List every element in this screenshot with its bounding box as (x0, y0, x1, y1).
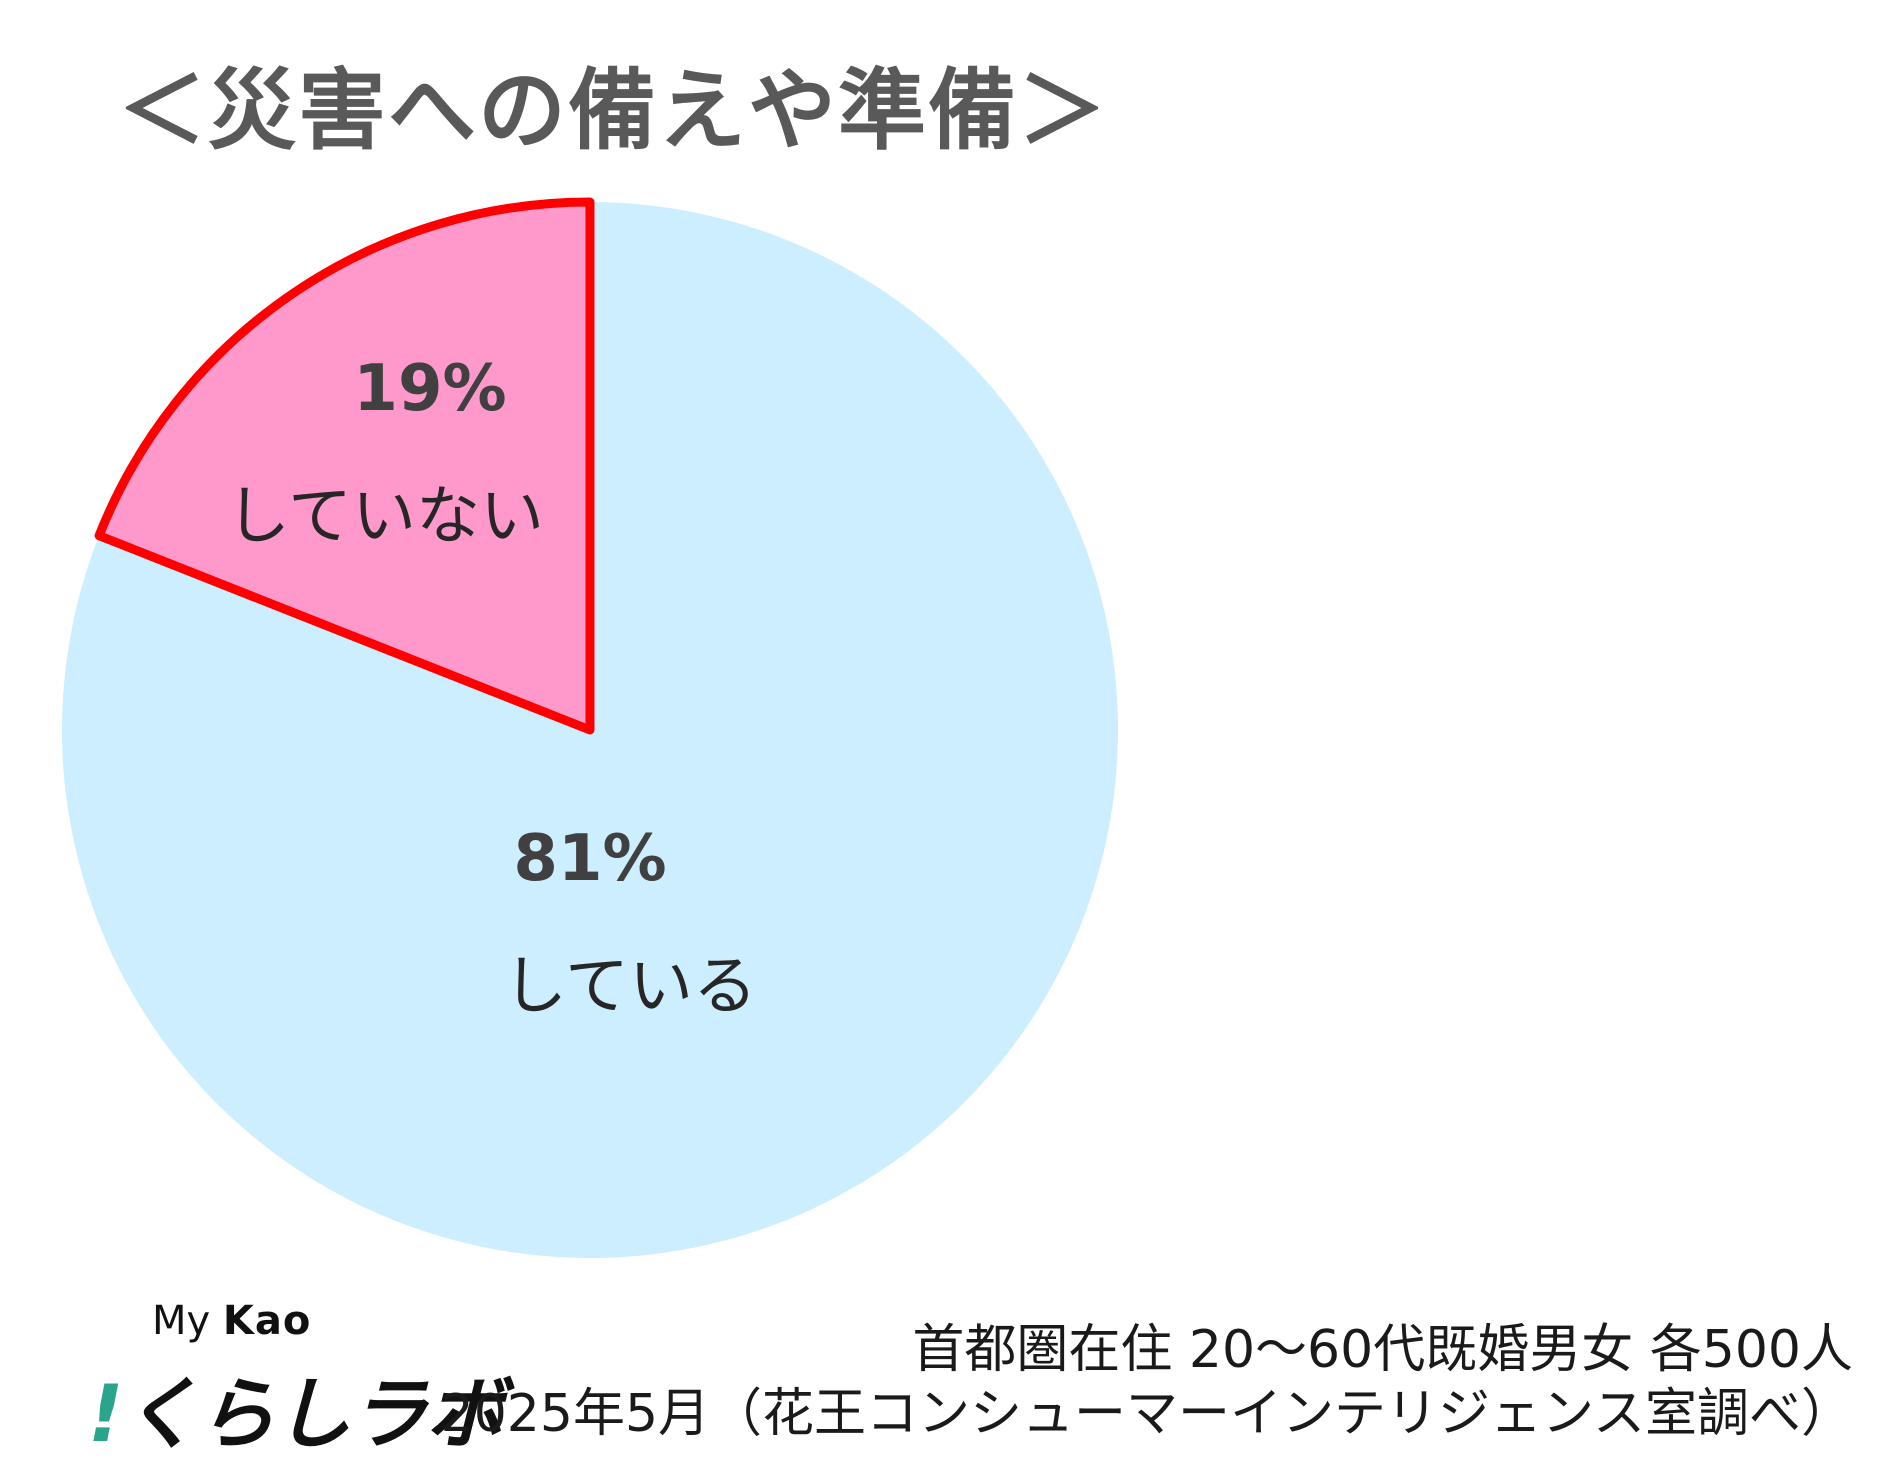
pie-category-label-not-doing: していない (226, 480, 544, 554)
pie-category-label-doing: している (503, 950, 757, 1024)
pie-slice-not-doing (94, 197, 595, 735)
logo-bang: ! (88, 1370, 124, 1460)
logo-mark-text: くらしラボ (121, 1370, 504, 1460)
survey-note-line1: 首都圏在住 20～60代既婚男女 各500人 (912, 1320, 1853, 1380)
logo-brand: Kao (222, 1298, 312, 1344)
survey-note-line2: 2025年5月（花王コンシューマーインテリジェンス室調べ） (440, 1384, 1853, 1444)
pie-value-label-doing: 81% (513, 822, 666, 896)
chart-title: ＜災害への備えや準備＞ (118, 59, 1109, 162)
logo-my: My (152, 1298, 211, 1344)
logo-top-line: My Kao (152, 1298, 311, 1344)
survey-note: 首都圏在住 20～60代既婚男女 各500人 2025年5月（花王コンシューマー… (441, 1318, 1853, 1446)
logo-mark: !くらしラボ (88, 1352, 504, 1464)
kurashi-labo-logo: My Kao !くらしラボ (88, 1298, 504, 1460)
pie-value-label-not-doing: 19% (353, 352, 506, 426)
